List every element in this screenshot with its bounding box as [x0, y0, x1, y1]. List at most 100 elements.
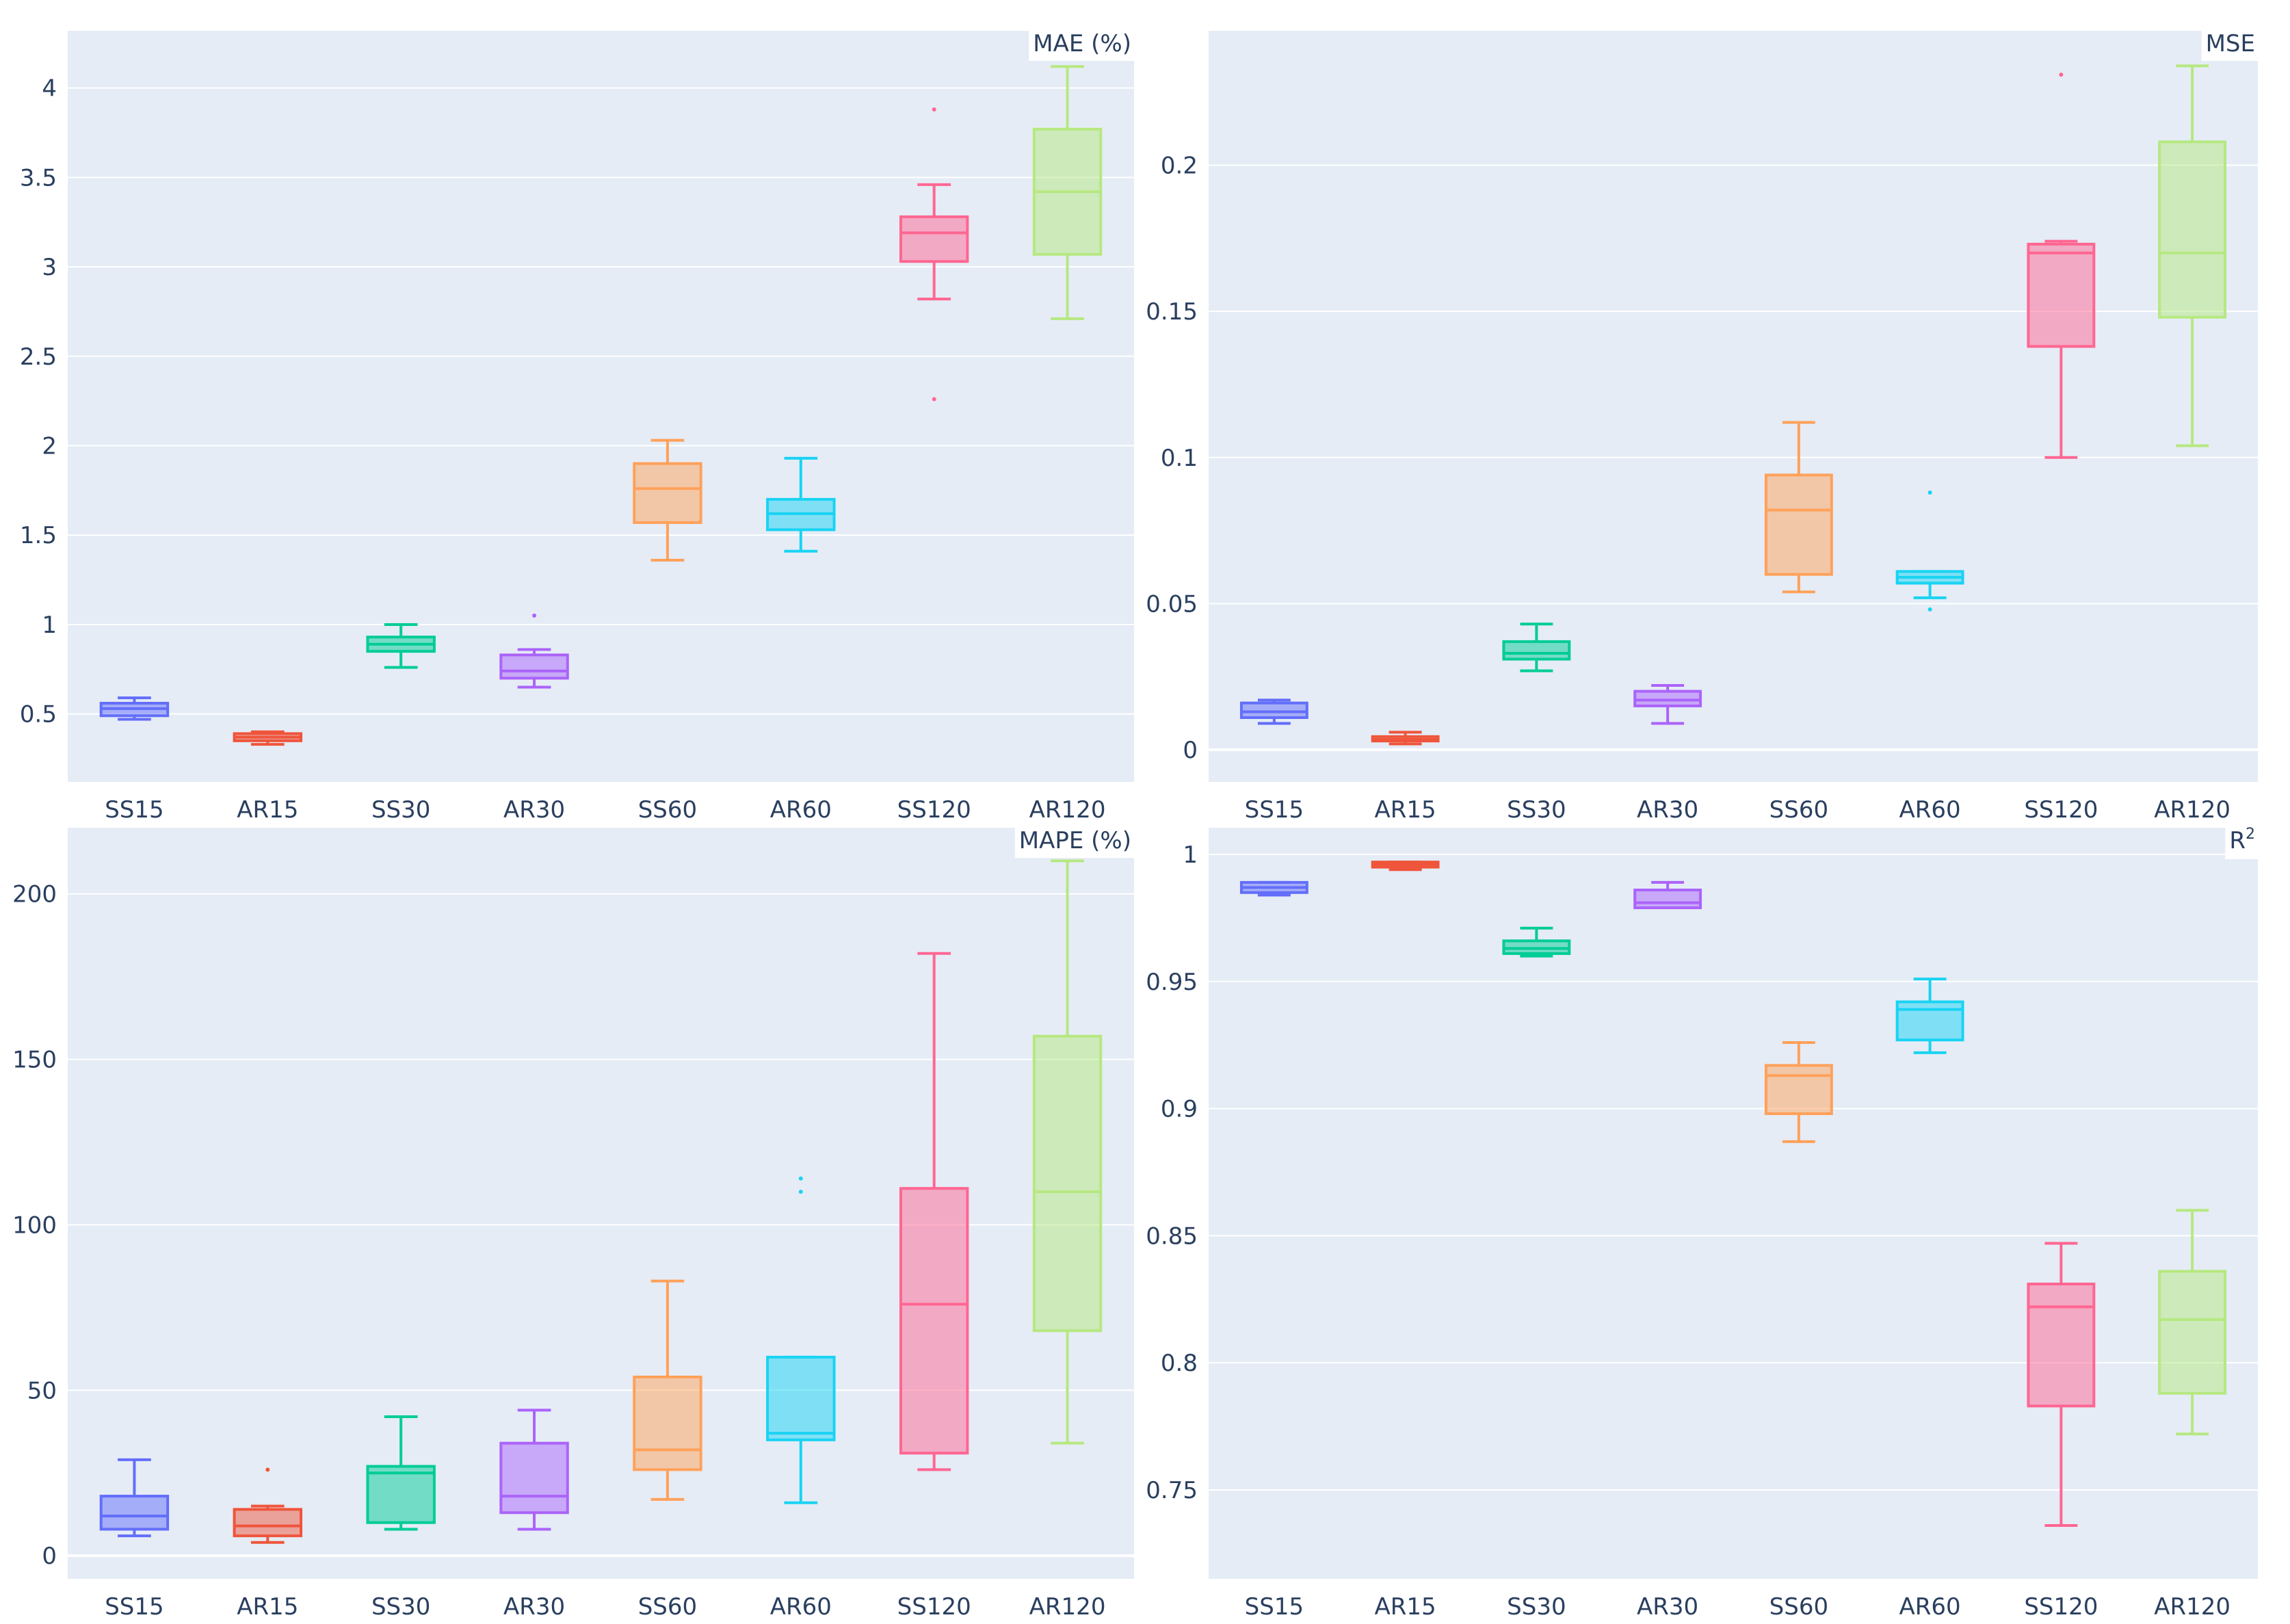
y-tick-label: 3.5 — [20, 164, 57, 192]
y-tick-label: 100 — [12, 1212, 57, 1239]
y-tick-label: 0.05 — [1146, 590, 1198, 618]
box-SS30 — [366, 623, 436, 669]
subplot-title: MAPE (%) — [1019, 827, 1131, 854]
box-SS60 — [633, 1279, 702, 1501]
x-tick-label: AR30 — [503, 796, 565, 824]
x-tick-label: AR15 — [237, 1593, 298, 1621]
x-tick-label: SS120 — [897, 796, 971, 824]
box-AR30 — [1633, 684, 1702, 725]
y-tick-label: 1 — [42, 612, 57, 639]
y-tick-label: 4 — [42, 75, 57, 103]
outlier-point — [265, 1467, 270, 1472]
x-tick-label: SS30 — [371, 1593, 430, 1621]
box-AR30 — [499, 1409, 569, 1531]
x-tick-label: SS60 — [1769, 1593, 1828, 1621]
iqr-box — [499, 1441, 569, 1515]
x-tick-label: SS60 — [1769, 796, 1828, 824]
box-AR120 — [2158, 64, 2227, 447]
iqr-box — [499, 653, 569, 680]
y-tick-label: 50 — [27, 1377, 57, 1404]
outlier-point — [798, 1176, 803, 1181]
outlier-point — [798, 1190, 803, 1194]
y-tick-label: 0.85 — [1146, 1222, 1198, 1250]
box-SS15 — [99, 696, 170, 721]
outlier-point — [1927, 490, 1932, 495]
box-AR15 — [233, 1467, 303, 1544]
box-SS60 — [1764, 421, 1833, 594]
box-AR30 — [1633, 880, 1702, 910]
iqr-box — [1764, 1064, 1833, 1116]
subplot-title: MSE — [2206, 30, 2255, 57]
box-AR120 — [1032, 65, 1103, 320]
x-tick-label: SS15 — [105, 1593, 163, 1621]
x-tick-label: AR60 — [770, 796, 832, 824]
iqr-box — [633, 1375, 702, 1471]
plot-background — [68, 31, 1134, 782]
box-SS60 — [1764, 1040, 1833, 1143]
iqr-box — [1764, 473, 1833, 576]
x-tick-label: AR15 — [1375, 796, 1436, 824]
iqr-box — [1032, 1034, 1103, 1333]
y-tick-label: 0.5 — [20, 701, 57, 729]
box-AR15 — [1371, 731, 1440, 746]
outlier-point — [932, 107, 936, 112]
x-tick-label: SS120 — [2024, 1593, 2098, 1621]
subplot-title-background — [1014, 828, 1134, 858]
y-tick-label: 0.9 — [1161, 1096, 1198, 1123]
x-tick-label: AR60 — [1899, 1593, 1961, 1621]
y-tick-label: 0.15 — [1146, 298, 1198, 326]
y-tick-label: 2.5 — [20, 343, 57, 371]
subplot-1: 0.5 1 1.5 2 2.5 3 3.5 4 SS15 AR15 SS30 AR30 SS60 AR60… — [20, 30, 1134, 824]
outlier-point — [1927, 607, 1932, 612]
y-tick-label: 1 — [1183, 841, 1198, 869]
y-tick-label: 200 — [12, 881, 57, 908]
box-SS15 — [99, 1458, 170, 1538]
y-tick-label: 0.95 — [1146, 969, 1198, 996]
iqr-box — [899, 215, 969, 263]
outlier-point — [932, 397, 936, 402]
iqr-box — [1239, 701, 1308, 720]
box-SS30 — [1502, 623, 1571, 672]
iqr-box — [233, 1508, 303, 1538]
box-AR30 — [499, 613, 569, 689]
x-tick-label: AR30 — [1637, 1593, 1698, 1621]
box-AR60 — [1895, 978, 1964, 1054]
box-AR15 — [233, 730, 303, 746]
box-SS15 — [1239, 698, 1308, 725]
iqr-box — [766, 1355, 836, 1441]
outlier-point — [532, 613, 537, 618]
box-SS120 — [2027, 73, 2096, 459]
iqr-box — [2158, 140, 2227, 319]
iqr-box — [1633, 889, 1702, 910]
x-tick-label: AR120 — [1029, 1593, 1106, 1621]
iqr-box — [899, 1187, 969, 1455]
x-tick-label: AR15 — [237, 796, 298, 824]
x-tick-label: SS15 — [1245, 796, 1304, 824]
x-tick-label: SS120 — [897, 1593, 971, 1621]
box-AR120 — [1032, 859, 1103, 1445]
iqr-box — [1633, 690, 1702, 707]
x-tick-label: SS60 — [638, 1593, 697, 1621]
x-tick-label: AR120 — [2154, 796, 2230, 824]
box-SS120 — [899, 952, 969, 1471]
iqr-box — [2027, 242, 2096, 348]
plot-background — [1209, 828, 2258, 1579]
subplot-3: 0 50 100 150 200 SS15 AR15 SS30 AR30 SS60 AR60 SS12… — [12, 827, 1134, 1621]
y-tick-label: 150 — [12, 1047, 57, 1074]
y-tick-label: 0 — [1183, 737, 1198, 764]
box-AR60 — [1895, 490, 1964, 612]
subplot-title: MAE (%) — [1033, 30, 1131, 57]
box-SS120 — [2027, 1242, 2096, 1527]
y-tick-label: 2 — [42, 433, 57, 460]
iqr-box — [99, 1495, 170, 1531]
plot-background — [1209, 31, 2258, 782]
iqr-box — [1895, 1000, 1964, 1042]
x-tick-label: SS30 — [1507, 796, 1566, 824]
box-AR60 — [766, 456, 836, 553]
box-SS30 — [366, 1415, 436, 1531]
y-tick-label: 1.5 — [20, 522, 57, 549]
subplot-2: 0 0.05 0.1 0.15 0.2 SS15 AR15 SS30 AR30 SS60 AR60 S… — [1146, 30, 2258, 824]
subplot-4: 0.75 0.8 0.85 0.9 0.95 1 SS15 AR15 SS30 AR30 SS60 A… — [1146, 826, 2258, 1621]
box-AR120 — [2158, 1209, 2227, 1436]
